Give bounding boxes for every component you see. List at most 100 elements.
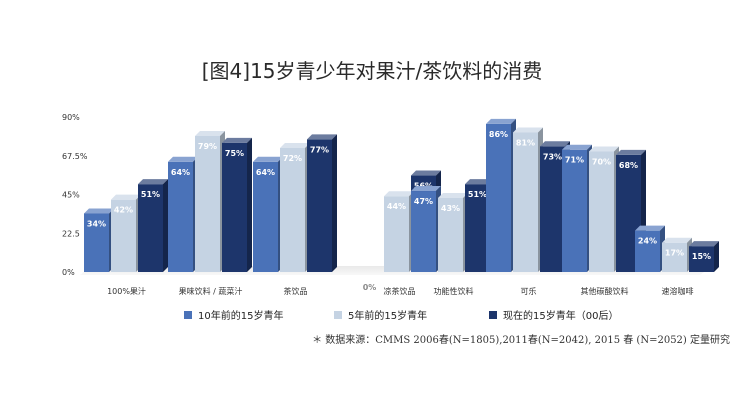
bar-front: [280, 148, 305, 272]
bar-top: [589, 146, 619, 152]
bar-side: [714, 241, 719, 272]
bar-top: [253, 156, 283, 162]
legend-label: 10年前的15岁青年: [198, 309, 283, 322]
bar-front: [635, 230, 660, 272]
data-label: 73%: [543, 152, 562, 161]
bar: 24%: [635, 225, 665, 272]
bar-top: [168, 156, 198, 162]
bar: 64%: [168, 156, 198, 272]
bar-top: [562, 144, 592, 150]
bar-top: [616, 149, 646, 155]
data-label: 0%: [363, 283, 377, 292]
category-label: 茶饮品: [284, 286, 308, 296]
y-tick-label: 0%: [62, 268, 75, 277]
bar: 71%: [562, 144, 592, 272]
bar-side: [163, 179, 168, 272]
y-tick-label: 22.5: [62, 229, 80, 238]
y-tick-label: 45%: [62, 191, 80, 200]
bar: 42%: [111, 194, 141, 272]
bar-top: [486, 118, 516, 124]
bar-front: [84, 213, 109, 272]
bar: 70%: [589, 146, 619, 272]
bar: 86%: [486, 118, 516, 272]
bar: 64%: [253, 156, 283, 272]
bar-top: [111, 194, 141, 200]
y-tick-label: 67.5%: [62, 152, 88, 161]
category-labels: 100%果汁 果味饮料 / 蔬菜汁 茶饮品 凉茶饮品 功能性饮料 可乐 其他碳酸饮料 速溶咖啡: [107, 286, 693, 296]
bar-top: [689, 241, 719, 247]
bar: 43%: [438, 192, 468, 272]
bar-top: [138, 179, 168, 185]
data-label: 43%: [441, 204, 460, 213]
bar-side: [332, 134, 337, 272]
data-label: 68%: [619, 161, 638, 170]
bar-front: [662, 242, 687, 272]
category-label: 功能性饮料: [434, 286, 474, 296]
bar: 44%: [384, 191, 414, 272]
category-label: 果味饮料 / 蔬菜汁: [179, 286, 243, 296]
bar-top: [411, 186, 441, 192]
data-label: 17%: [665, 249, 684, 258]
bar-front: [513, 132, 538, 272]
bar-front: [465, 184, 490, 272]
bar: 0%: [363, 283, 377, 292]
category-label: 速溶咖啡: [662, 286, 694, 296]
data-label: 51%: [468, 190, 487, 199]
bar-front: [411, 191, 436, 272]
bar-front: [384, 196, 409, 272]
legend-label: 现在的15岁青年（00后）: [503, 309, 618, 322]
bar: 77%: [307, 134, 337, 272]
bar-top: [662, 237, 692, 243]
data-label: 79%: [198, 142, 217, 151]
data-label: 71%: [565, 156, 584, 165]
chart-title: [图4]15岁青少年对果汁/茶饮料的消费: [202, 59, 543, 83]
category-label: 100%果汁: [107, 286, 146, 296]
bar-front: [111, 199, 136, 272]
bars: 34%42%51%64%79%75%64%72%77%0%44%56%47%43…: [84, 118, 719, 292]
bar-front: [138, 184, 163, 272]
legend-label: 5年前的15岁青年: [348, 309, 427, 322]
data-label: 64%: [256, 168, 275, 177]
category-label: 其他碳酸饮料: [581, 286, 629, 296]
bar-front: [438, 197, 463, 272]
y-tick-label: 90%: [62, 113, 80, 122]
bar-top: [635, 225, 665, 231]
bar: 79%: [195, 130, 225, 272]
bar-top: [513, 127, 543, 133]
data-label: 64%: [171, 168, 190, 177]
data-label: 81%: [516, 139, 535, 148]
bar: 17%: [662, 237, 692, 272]
data-label: 47%: [414, 197, 433, 206]
data-label: 51%: [141, 190, 160, 199]
bar-front: [307, 139, 332, 272]
bar-front: [222, 142, 247, 272]
category-label: 可乐: [521, 286, 537, 296]
bar-top: [411, 170, 441, 176]
bar-top: [222, 137, 252, 143]
bar: 72%: [280, 143, 310, 272]
bar: 15%: [689, 241, 719, 272]
bar-front: [689, 246, 714, 272]
data-label: 34%: [87, 219, 106, 228]
source-note: ＊ 数据来源：CMMS 2006春(N=1805),2011春(N=2042),…: [312, 333, 730, 346]
bar-top: [307, 134, 337, 140]
bar: 51%: [138, 179, 168, 272]
legend-swatch: [184, 311, 192, 319]
bar: 34%: [84, 208, 114, 272]
data-label: 42%: [114, 206, 133, 215]
data-label: 44%: [387, 202, 406, 211]
bar-front: [253, 161, 278, 272]
bar-front: [562, 149, 587, 272]
bar-front: [540, 146, 565, 272]
bar-top: [195, 130, 225, 136]
category-label: 凉茶饮品: [384, 286, 416, 296]
bar-top: [540, 141, 570, 147]
legend: 10年前的15岁青年 5年前的15岁青年 现在的15岁青年（00后）: [184, 309, 618, 322]
bar-front: [589, 151, 614, 272]
bar: 47%: [411, 186, 441, 272]
bar-top: [84, 208, 114, 214]
data-label: 86%: [489, 130, 508, 139]
bar-top: [280, 143, 310, 148]
bar-top: [438, 192, 468, 198]
